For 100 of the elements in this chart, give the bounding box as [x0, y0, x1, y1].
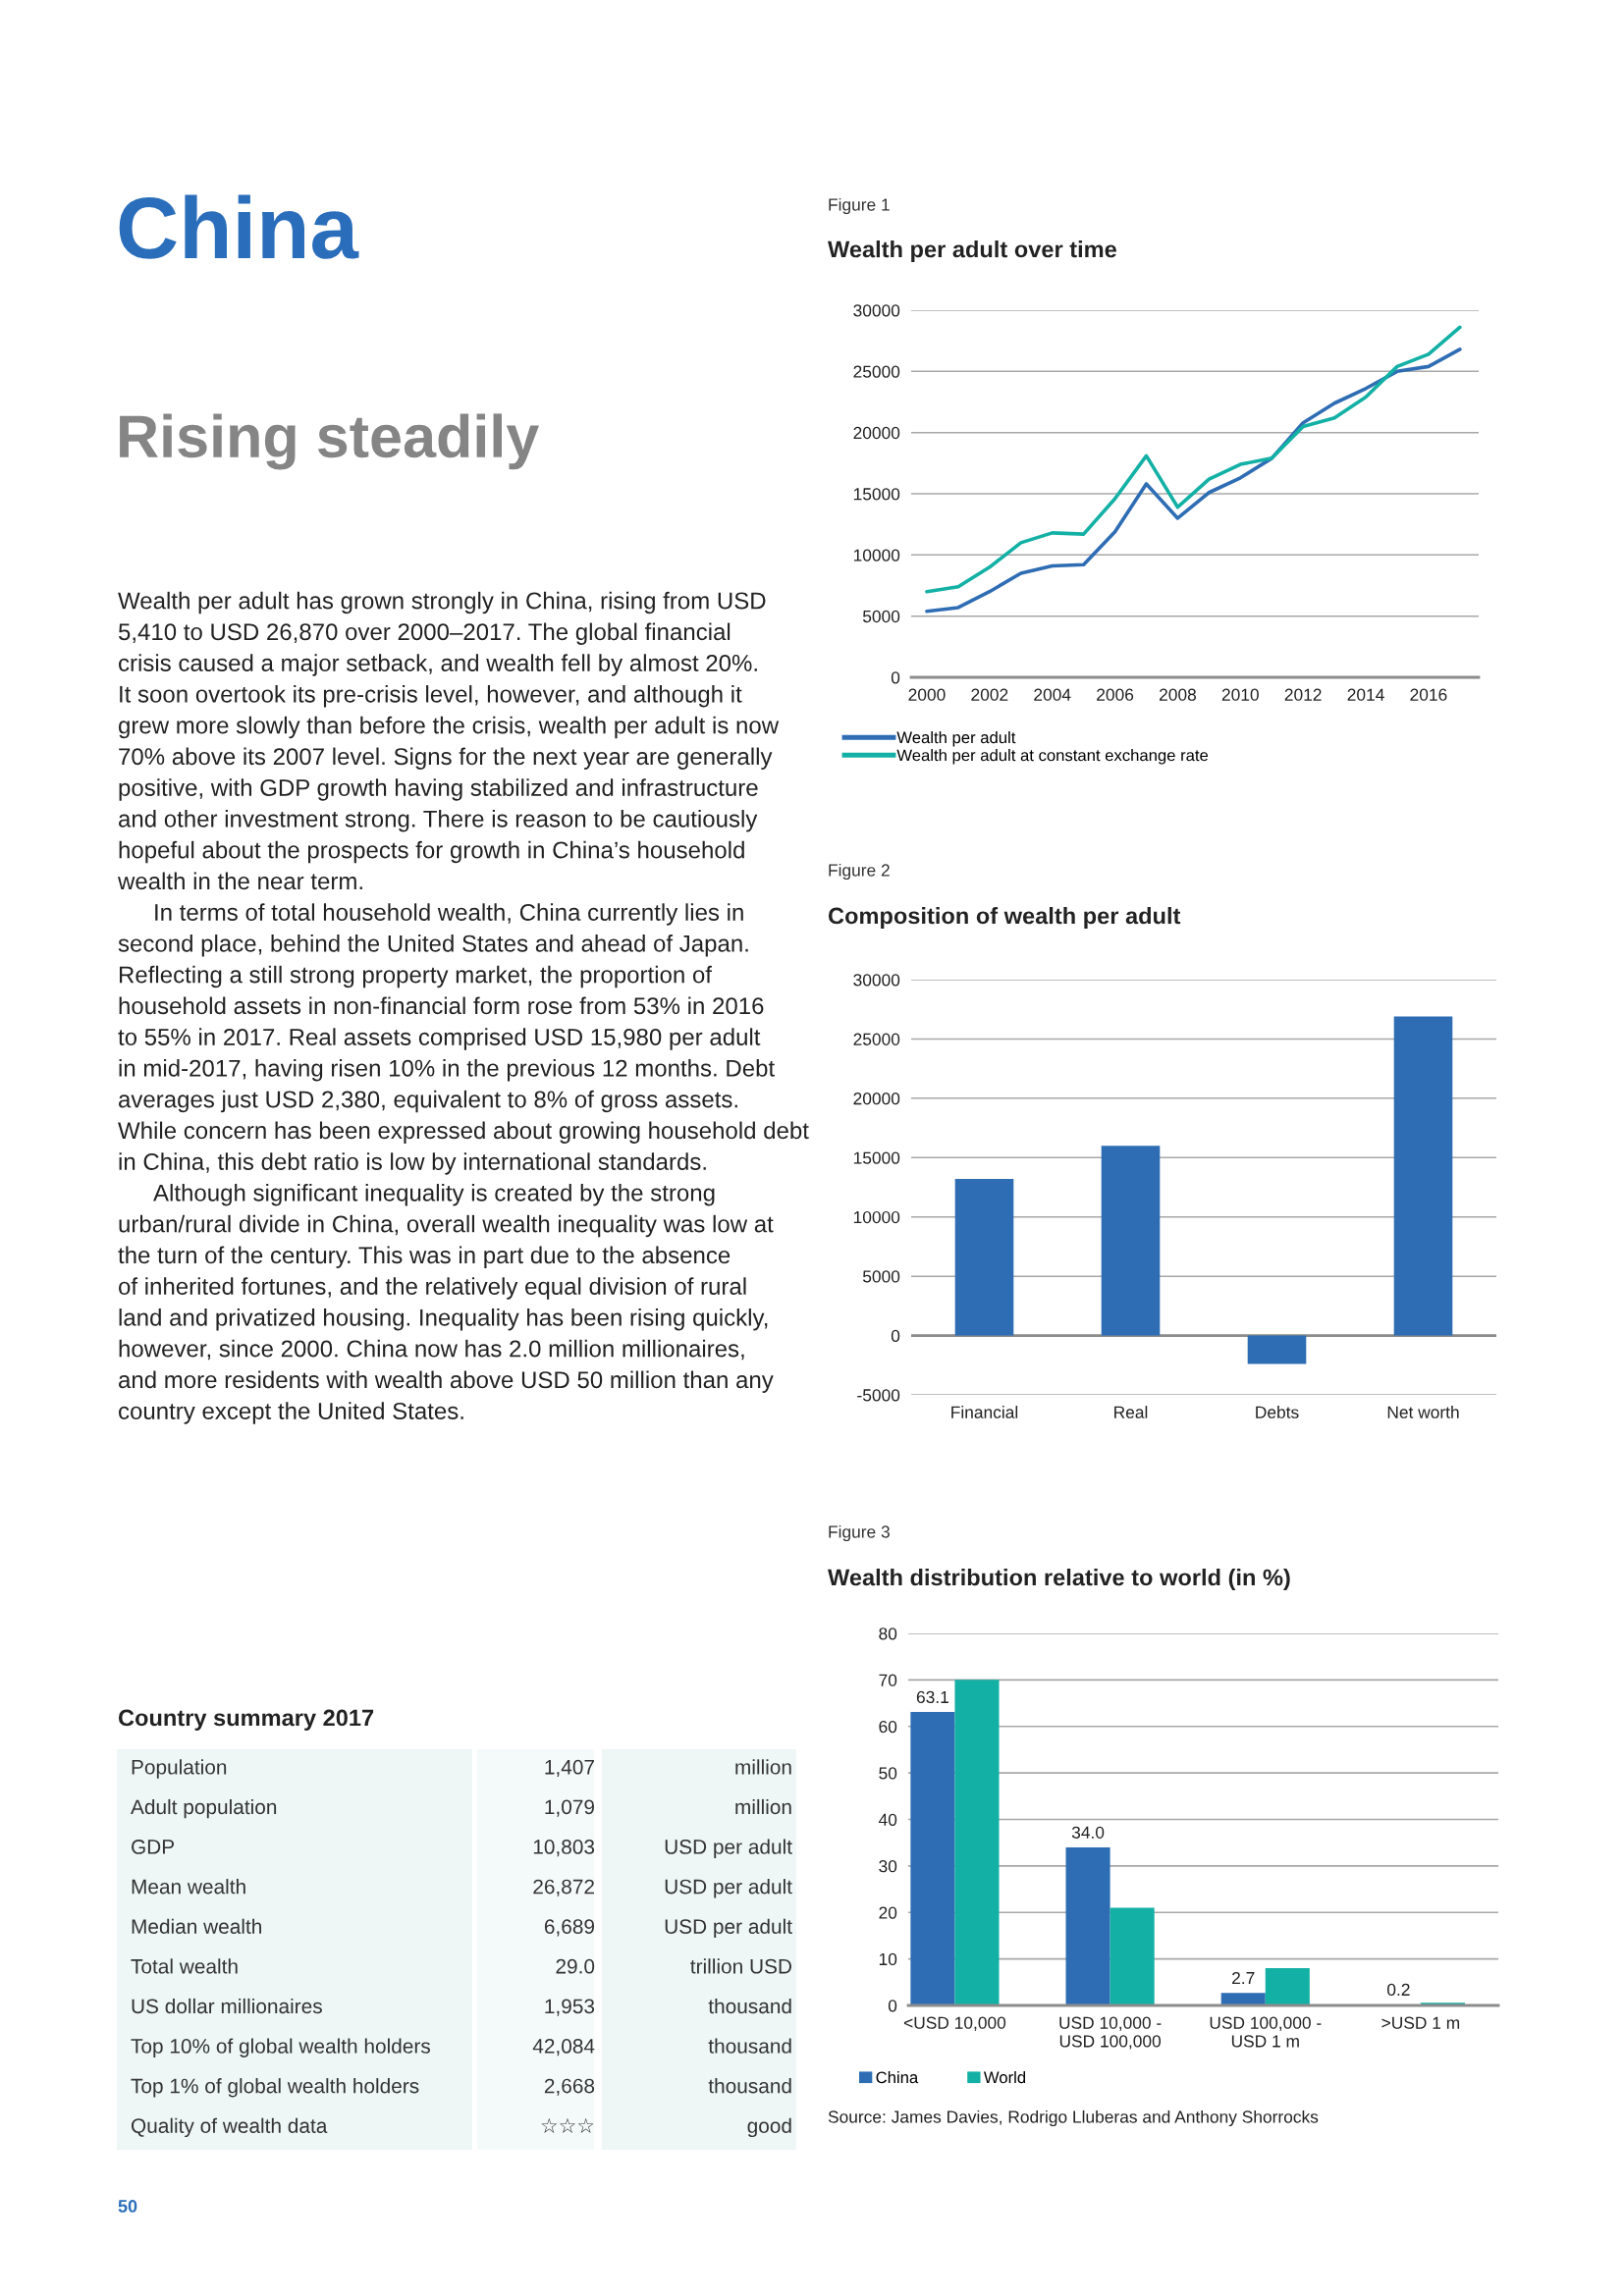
text: 1,079: [545, 1799, 595, 1817]
text: 50: [118, 2200, 137, 2213]
text: GDP: [132, 1840, 175, 1854]
bar: [954, 1179, 1014, 1336]
source-note: Source: James Davies, Rodrigo Lluberas and Anthony Shorrocks: [828, 2109, 1319, 2127]
text: Adult population: [131, 1798, 277, 1819]
text: 2,668: [544, 2078, 595, 2096]
x-tick-label: 2000: [908, 688, 946, 701]
x-tick-label: <USD 10,000: [903, 2016, 1006, 2031]
y-tick-label: 30: [879, 1860, 897, 1873]
text: Rising steadily: [120, 413, 539, 470]
legend-label: Wealth per adult: [896, 731, 1016, 747]
text: Top 1% of global wealth holders: [131, 2078, 419, 2098]
x-tick-label: Debts: [1256, 1406, 1299, 1418]
x-tick-label: Net worth: [1387, 1406, 1459, 1418]
y-tick-label: 60: [879, 1720, 897, 1734]
x-tick-label: USD 100,000 - USD 1 m: [1210, 2016, 1322, 2048]
text: Median wealth: [132, 1918, 261, 1934]
text: China: [119, 194, 359, 259]
chart-title: Wealth distribution relative to world (in %): [828, 1568, 1290, 1591]
y-tick-label: 30000: [853, 974, 900, 987]
bar: [954, 1680, 1000, 2005]
x-tick-label: 2010: [1221, 688, 1259, 701]
x-tick-label: 2016: [1410, 688, 1447, 701]
text: Mean wealth: [132, 1879, 245, 1895]
bar: [1110, 1907, 1155, 2005]
y-tick-label: 20000: [853, 1093, 900, 1105]
text: In terms of total household wealth, China currently lies in second place, behind the United States and ahead of Japan. Reflecting a still strong property market, the proportion of household assets in non-financial form rose from 53% in 2016 to 55% in 2017. Real assets comprised USD 15,980 per adult in mid-2017, having risen 10% in the previous 12 months. Debt averages just USD 2,380, equivalent to 8% of gross assets. While concern has been expressed about growing household debt in China, this debt ratio is low by international standards.: [118, 903, 809, 1175]
text: Quality of wealth data: [131, 2117, 328, 2138]
data-label: 34.0: [1071, 1826, 1105, 1839]
y-tick-label: 20000: [853, 426, 900, 440]
legend-label: China: [876, 2071, 919, 2084]
chart-title: Composition of wealth per adult: [828, 906, 1181, 930]
x-tick-label: 2008: [1160, 688, 1196, 701]
data-label: 63.1: [916, 1690, 948, 1704]
text: USD per adult: [665, 1879, 792, 1898]
text: 1,407: [545, 1759, 594, 1778]
y-tick-label: 0: [891, 671, 900, 684]
x-tick-label: 2004: [1034, 688, 1071, 701]
y-tick-label: 20: [879, 1906, 897, 1919]
y-tick-label: 15000: [853, 488, 900, 501]
text: million: [735, 1798, 791, 1815]
x-tick-label: >USD 1 m: [1381, 2016, 1460, 2029]
y-tick-label: 10000: [853, 549, 900, 561]
chart-subtitle: Figure 1: [829, 197, 890, 215]
y-tick-label: 50: [879, 1767, 897, 1780]
bar: [1220, 1993, 1266, 2005]
bar: [1247, 1335, 1307, 1364]
x-tick-label: 2002: [971, 688, 1008, 701]
text: 26,872: [533, 1879, 594, 1896]
text: 6,689: [544, 1919, 595, 1937]
text: thousand: [708, 1998, 791, 2014]
y-tick-label: 80: [879, 1628, 897, 1640]
legend-label: Wealth per adult at constant exchange rate: [896, 749, 1209, 765]
y-tick-label: 5000: [862, 1270, 900, 1283]
text: ☆☆☆: [541, 2117, 594, 2133]
text: Country summary 2017: [118, 1709, 374, 1731]
text: USD per adult: [665, 1918, 792, 1939]
text: US dollar millionaires: [132, 1998, 322, 2014]
text: trillion USD: [690, 1958, 792, 1974]
bar: [910, 1712, 955, 2005]
text: thousand: [708, 2038, 791, 2054]
text: Population: [132, 1759, 227, 1779]
text: good: [747, 2117, 791, 2138]
x-tick-label: 2006: [1097, 688, 1134, 701]
text: thousand: [708, 2078, 791, 2094]
bar: [1101, 1146, 1161, 1336]
y-tick-label: -5000: [857, 1389, 900, 1402]
text: Wealth per adult has grown strongly in China, rising from USD 5,410 to USD 26,870 over 2000–2017. The global financial crisis caused a major setback, and wealth fell by almost 20%. It soon overtook its pre-crisis level, however, and although it grew more slowly than before the crisis, wealth per adult is now 70% above its 2007 level. Signs for the next year are generally positive, with GDP growth having stabilized and infrastructure and other investment strong. There is reason to be cautiously hopeful about the prospects for growth in China’s household wealth in the near term.: [117, 591, 780, 890]
y-tick-label: 25000: [853, 365, 900, 378]
text: Although significant inequality is created by the strong urban/rural divide in China, overall wealth inequality was low at the turn of the century. This was in part due to the absence of inherited fortunes, and the relatively equal division of rural land and privatized housing. Inequality has been rising quickly, however, since 2000. China now has 2.0 million millionaires, and more residents with wealth above USD 50 million than any country except the United States.: [118, 1184, 774, 1424]
text: 42,084: [532, 2039, 595, 2056]
y-tick-label: 10000: [853, 1210, 900, 1224]
text: Total wealth: [131, 1958, 238, 1974]
x-tick-label: Real: [1114, 1406, 1148, 1418]
text: 1,953: [545, 1999, 595, 2016]
data-label: 2.7: [1232, 1971, 1255, 1985]
data-label: 0.2: [1387, 1983, 1410, 1997]
text: 10,803: [533, 1840, 595, 1857]
y-tick-label: 0: [891, 1329, 900, 1343]
chart-subtitle: Figure 2: [829, 863, 890, 881]
y-tick-label: 15000: [853, 1151, 900, 1164]
chart-subtitle: Figure 3: [829, 1524, 890, 1542]
y-tick-label: 70: [879, 1674, 897, 1686]
bar: [1265, 1968, 1310, 2005]
text: USD per adult: [665, 1839, 792, 1858]
y-tick-label: 40: [878, 1813, 897, 1826]
bar: [1393, 1016, 1453, 1336]
x-tick-label: USD 10,000 - USD 100,000: [1059, 2016, 1162, 2050]
text: Top 10% of global wealth holders: [131, 2038, 430, 2057]
y-tick-label: 5000: [862, 610, 900, 623]
bar: [1065, 1846, 1110, 2005]
text: 29.0: [556, 1958, 595, 1974]
legend-label: World: [983, 2071, 1026, 2084]
chart-title: Wealth per adult over time: [828, 240, 1116, 263]
text: million: [735, 1759, 791, 1775]
x-tick-label: Financial: [951, 1406, 1018, 1418]
y-tick-label: 30000: [853, 304, 900, 317]
x-tick-label: 2012: [1284, 688, 1322, 701]
y-tick-label: 10: [879, 1952, 897, 1966]
